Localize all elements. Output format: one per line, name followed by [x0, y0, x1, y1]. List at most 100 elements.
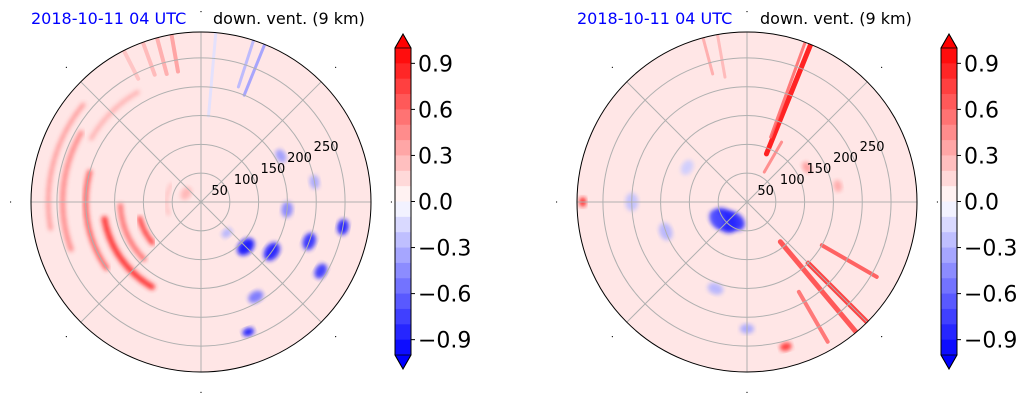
- colorbar-tick-label: 0.9: [964, 52, 999, 77]
- title-time-left: 2018-10-11 04 UTC: [31, 9, 186, 28]
- angle-tick-dot: [881, 336, 883, 338]
- grid-spoke: [80, 201, 202, 323]
- edge-dots-right: [556, 10, 939, 393]
- grid-spoke: [626, 201, 748, 323]
- colorbar-tick-label: 0.0: [418, 191, 453, 216]
- field-ray: [796, 289, 830, 344]
- colorbar-bin: [395, 140, 411, 156]
- title-var-left: down. vent. (9 km): [213, 9, 365, 28]
- angle-tick-dot: [746, 10, 748, 13]
- colorbar-bin: [941, 324, 957, 341]
- colorbar-bin: [395, 48, 411, 64]
- field-ray: [242, 42, 267, 97]
- colorbar-bin: [395, 186, 411, 202]
- colorbar-bin: [941, 140, 957, 156]
- field-blob: [680, 159, 694, 175]
- panel-left: 2018-10-11 04 UTC down. vent. (9 km) 50 1…: [9, 9, 471, 393]
- radial-tick-label: 100: [780, 173, 805, 188]
- angle-tick-dot: [881, 66, 883, 68]
- colorbar-extend-max: [940, 33, 958, 49]
- colorbar-extend-min: [394, 354, 412, 370]
- angle-tick-dot: [65, 66, 67, 68]
- radial-tick-label: 50: [211, 184, 228, 199]
- field-blob: [248, 290, 264, 304]
- radial-tick-label: 150: [260, 162, 285, 177]
- colorbar-tick-label: 0.3: [964, 144, 999, 169]
- colorbar-bin: [941, 155, 957, 172]
- colorbar-extend-min: [940, 354, 958, 370]
- angle-tick-dot: [200, 391, 202, 393]
- grid-spoke: [746, 81, 868, 203]
- colorbar-bin: [941, 78, 957, 95]
- colorbar-bin: [941, 124, 957, 141]
- radial-tick-label: 200: [287, 151, 312, 166]
- field-blob: [314, 263, 328, 279]
- colorbar-bin: [941, 94, 957, 110]
- colorbar-right: 0.9 0.6 0.3 0.0 −0.3 −0.6 −0.9: [940, 32, 1017, 371]
- radial-tick-label: 100: [234, 173, 259, 188]
- colorbar-bin: [941, 232, 957, 249]
- field-ray: [236, 38, 256, 89]
- angle-tick-dot: [9, 201, 12, 203]
- field-ray: [207, 32, 218, 118]
- colorbar-bin: [395, 247, 411, 264]
- polar-frame-right: [576, 31, 918, 373]
- colorbar-bin: [395, 109, 411, 126]
- radial-tick-label: 150: [806, 162, 831, 177]
- field-ray: [155, 35, 169, 76]
- colorbar-tick-label: 0.6: [418, 98, 453, 123]
- angle-tick-dot: [335, 336, 337, 338]
- grid-layer-right: [577, 32, 917, 372]
- colorbar-bin: [941, 308, 957, 325]
- colorbar-bin: [395, 94, 411, 110]
- angle-tick-dot: [335, 66, 337, 68]
- colorbar-bin: [941, 278, 957, 295]
- field-blob: [275, 149, 287, 163]
- grid-spoke: [200, 81, 322, 203]
- field-arc: [101, 216, 156, 290]
- colorbar-tick-label: 0.0: [964, 191, 999, 216]
- field-arc: [164, 183, 173, 216]
- angle-tick-dot: [611, 336, 613, 338]
- field-ray: [701, 36, 715, 76]
- radial-tick-label: 250: [860, 140, 885, 155]
- polar-frame-left: [30, 31, 372, 373]
- field-blob: [242, 327, 255, 337]
- colorbar-tick-label: −0.3: [964, 237, 1017, 262]
- colorbar-bin: [941, 339, 957, 356]
- field-arc: [46, 101, 87, 231]
- field-blob: [779, 342, 792, 352]
- angle-tick-dot: [611, 66, 613, 68]
- field-ray: [169, 32, 180, 74]
- colorbar-bin: [941, 201, 957, 218]
- angle-tick-dot: [746, 391, 748, 393]
- colorbar-tick-label: 0.9: [418, 52, 453, 77]
- colorbar-bin: [395, 324, 411, 341]
- field-ray: [762, 140, 784, 174]
- field-arc: [137, 215, 155, 246]
- field-ray: [819, 243, 879, 279]
- grid-layer-left: [31, 32, 371, 372]
- colorbar-bin: [941, 293, 957, 310]
- colorbar-tick-label: −0.9: [964, 329, 1017, 354]
- angle-tick-dot: [556, 201, 558, 203]
- colorbar-bin: [395, 201, 411, 218]
- angle-tick-dot: [390, 201, 392, 203]
- colorbar-tick-label: 0.6: [964, 98, 999, 123]
- colorbar-bin: [395, 232, 411, 249]
- colorbar-tick-label: 0.3: [418, 144, 453, 169]
- colorbar-outline: [394, 32, 412, 371]
- colorbar-bin: [395, 78, 411, 95]
- colorbar-tick-label: −0.6: [964, 283, 1017, 308]
- colorbar-bin: [395, 262, 411, 279]
- colorbar-left: 0.9 0.6 0.3 0.0 −0.3 −0.6 −0.9: [394, 32, 471, 371]
- field-blob: [722, 211, 745, 231]
- radial-tick-label: 50: [757, 184, 774, 199]
- colorbar-bin: [395, 339, 411, 356]
- colorbar-bin: [941, 216, 957, 233]
- colorbar-tick-label: −0.9: [418, 329, 471, 354]
